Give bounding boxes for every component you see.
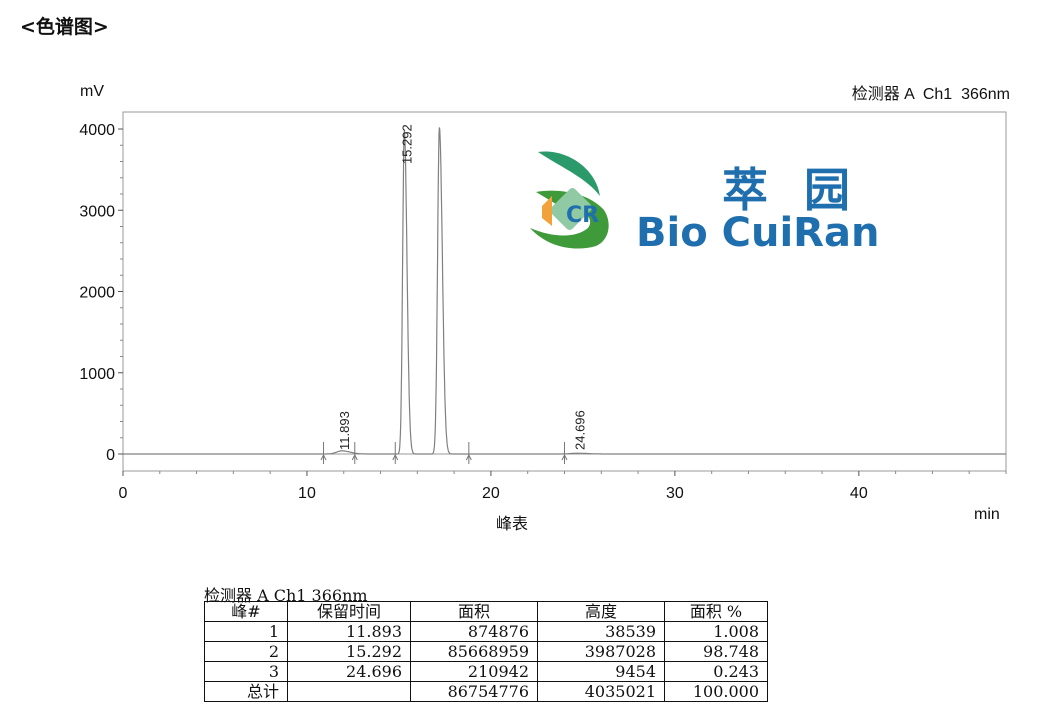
x-tick-label: 10 xyxy=(298,485,316,502)
cell-area: 210942 xyxy=(410,661,538,682)
tick-labels: 0 1000 2000 3000 4000 0 10 20 30 40 xyxy=(79,122,1007,502)
header-area: 面积 xyxy=(410,601,538,622)
header-height: 高度 xyxy=(537,601,665,622)
cell-retention-time: 24.696 xyxy=(287,661,411,682)
table-header-row: 峰# 保留时间 面积 高度 面积 % xyxy=(204,601,768,622)
y-tick-label: 1000 xyxy=(79,366,115,383)
x-tick-label: 30 xyxy=(666,485,684,502)
y-tick-label: 0 xyxy=(106,447,115,464)
x-axis-unit: min xyxy=(974,506,1000,523)
integration-marker-arrow xyxy=(351,453,358,461)
x-axis-title: 峰表 xyxy=(496,515,528,533)
cell-height: 9454 xyxy=(537,661,665,682)
y-axis-unit: mV xyxy=(80,83,104,100)
cell-retention-time: 15.292 xyxy=(287,641,411,662)
cell-peak-number: 2 xyxy=(204,641,288,662)
logo-chinese-name: 萃园 xyxy=(722,163,886,217)
logo-english-name: Bio CuiRan xyxy=(636,210,880,256)
cell-total-area: 86754776 xyxy=(410,681,538,702)
peak-table: 峰# 保留时间 面积 高度 面积 % 1 11.893 874876 38539… xyxy=(204,601,768,702)
table-row: 2 15.292 85668959 3987028 98.748 xyxy=(204,641,768,662)
cell-peak-number: 1 xyxy=(204,621,288,642)
cell-area-percent: 0.243 xyxy=(664,661,768,682)
cell-total-height: 4035021 xyxy=(537,681,665,702)
x-tick-label: 40 xyxy=(850,485,868,502)
table-row: 3 24.696 210942 9454 0.243 xyxy=(204,661,768,682)
cell-area: 874876 xyxy=(410,621,538,642)
logo-emblem-icon: CR xyxy=(530,151,609,249)
cell-height: 3987028 xyxy=(537,641,665,662)
page-heading: <色谱图> xyxy=(20,16,109,38)
cell-height: 38539 xyxy=(537,621,665,642)
cell-area-percent: 98.748 xyxy=(664,641,768,662)
x-tick-label: 0 xyxy=(119,485,128,502)
cell-total-area-percent: 100.000 xyxy=(664,681,768,702)
integration-marker-arrow xyxy=(392,453,399,461)
svg-text:CR: CR xyxy=(566,203,599,228)
peak-labels: 11.893 15.292 24.696 xyxy=(337,124,588,450)
y-tick-label: 2000 xyxy=(79,285,115,302)
chromatogram-chart: 0 1000 2000 3000 4000 0 10 20 30 40 11.893 15.292 2… xyxy=(79,83,1010,533)
header-area-percent: 面积 % xyxy=(664,601,768,622)
integration-marker-arrow xyxy=(465,453,472,461)
detector-label: 检测器 A Ch1 366nm xyxy=(852,85,1010,103)
peak-label: 24.696 xyxy=(572,410,587,450)
integration-marker-arrow xyxy=(320,453,327,461)
cell-total-retention-time xyxy=(287,681,411,702)
cell-area-percent: 1.008 xyxy=(664,621,768,642)
header-peak-number: 峰# xyxy=(204,601,288,622)
bio-cuiran-logo: CR 萃园 Bio CuiRan xyxy=(526,148,886,258)
table-row: 1 11.893 874876 38539 1.008 xyxy=(204,621,768,642)
cell-total-label: 总计 xyxy=(204,681,288,702)
integration-markers xyxy=(320,442,568,464)
peak-label: 15.292 xyxy=(399,124,414,164)
y-tick-label: 3000 xyxy=(79,203,115,220)
chromatogram-trace xyxy=(123,127,1006,455)
cell-peak-number: 3 xyxy=(204,661,288,682)
header-retention-time: 保留时间 xyxy=(287,601,411,622)
table-total-row: 总计 86754776 4035021 100.000 xyxy=(204,681,768,702)
peak-label: 11.893 xyxy=(337,411,352,450)
x-tick-label: 20 xyxy=(482,485,500,502)
cell-retention-time: 11.893 xyxy=(287,621,411,642)
cell-area: 85668959 xyxy=(410,641,538,662)
y-tick-label: 4000 xyxy=(79,122,115,139)
table-caption: 检测器 A Ch1 366nm xyxy=(204,586,368,605)
integration-marker-arrow xyxy=(561,453,568,461)
